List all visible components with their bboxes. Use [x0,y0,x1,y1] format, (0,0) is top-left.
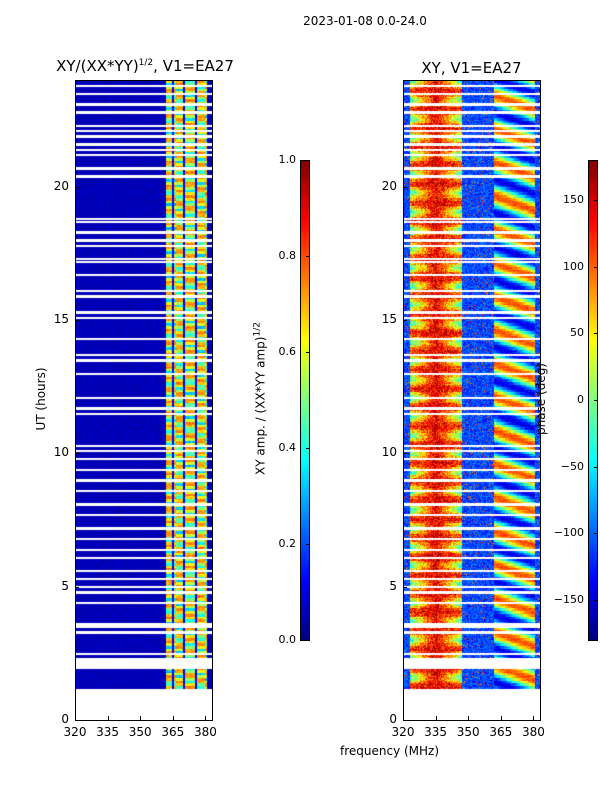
colorbar-tick-mark [594,333,598,335]
colorbar-tick-mark [594,266,598,268]
x-tick-label: 350 [456,725,480,739]
colorbar-tick-mark [594,533,598,535]
colorbar-tick-label: 100 [563,259,584,273]
colorbar-tick-label: 0.2 [278,537,297,550]
colorbar-tick-label: 0.6 [278,345,297,358]
x-tick-mark [500,716,502,720]
x-tick-label: 365 [489,725,513,739]
colorbar-tick-mark [306,352,310,353]
amplitude-panel-title: XY/(XX*YY)1/2, V1=EA27 [40,57,250,75]
y-tick-label: 10 [53,445,69,460]
x-tick-mark [205,716,207,720]
phase-heatmap [403,80,540,720]
colorbar-tick-mark [594,600,598,601]
colorbar-tick-mark [594,200,598,201]
y-tick-mark [403,320,407,321]
x-tick-label: 380 [194,725,217,739]
y-tick-label: 20 [381,178,397,193]
x-tick-label: 380 [522,725,545,739]
colorbar-tick-mark [306,544,310,545]
amplitude-colorbar [300,160,309,640]
x-tick-mark [533,716,535,720]
y-axis-label: UT (hours) [34,367,48,431]
amplitude-axes-frame [75,80,213,721]
amplitude-colorbar-frame [300,160,310,641]
x-tick-label: 320 [391,725,415,739]
x-tick-label: 350 [128,725,152,739]
colorbar-tick-mark [594,466,598,468]
colorbar-tick-label: 0.4 [278,441,297,454]
y-tick-label: 15 [381,312,397,326]
y-tick-label: 15 [53,312,69,326]
x-tick-mark [107,716,109,720]
title-sup: 1/2 [138,58,154,68]
amplitude-colorbar-label: XY amp. / (XX*YY amp)1/2 [253,299,268,499]
y-tick-mark [75,453,79,455]
y-tick-label: 0 [389,712,397,726]
y-tick-mark [403,720,407,721]
x-tick-label: 335 [96,725,120,739]
colorbar-tick-mark [306,448,310,449]
x-axis-label: frequency (MHz) [340,744,440,758]
y-tick-mark [403,453,407,455]
cb-label-sup: 1/2 [252,322,263,337]
colorbar-tick-label: −100 [553,526,584,540]
y-tick-label: 10 [381,445,397,460]
colorbar-tick-label: −50 [560,459,584,473]
x-tick-label: 320 [63,725,87,739]
x-tick-mark [75,716,76,720]
x-tick-mark [435,716,437,720]
figure-title: 2023-01-08 0.0-24.0 [303,14,427,28]
y-tick-mark [75,720,79,721]
colorbar-tick-label: 0.8 [278,249,297,262]
phase-colorbar-label: phase (deg) [534,363,548,436]
x-tick-mark [172,716,174,720]
colorbar-tick-label: −150 [553,593,584,606]
y-tick-mark [403,186,407,188]
colorbar-tick-label: 1.0 [278,153,297,166]
title-tail: , V1=EA27 [153,57,234,75]
y-tick-label: 5 [61,578,69,593]
colorbar-tick-mark [306,640,310,641]
y-tick-mark [75,186,79,188]
y-tick-mark [75,586,79,588]
y-tick-mark [403,586,407,588]
x-tick-mark [468,716,470,720]
x-tick-mark [140,716,142,720]
y-tick-label: 20 [53,178,69,193]
x-tick-label: 365 [161,725,185,739]
y-tick-label: 5 [389,578,397,593]
y-tick-mark [75,320,79,321]
title-main: XY/(XX*YY) [56,57,139,75]
colorbar-tick-label: 50 [570,326,584,340]
x-tick-mark [403,716,404,720]
colorbar-tick-mark [306,256,310,257]
x-tick-label: 335 [424,725,448,739]
colorbar-tick-label: 0 [577,393,584,406]
amplitude-heatmap [75,80,212,720]
colorbar-tick-label: 0.0 [278,633,297,646]
colorbar-tick-mark [594,400,598,401]
phase-colorbar [588,160,597,640]
colorbar-tick-mark [306,160,310,161]
phase-axes-frame [403,80,541,721]
y-tick-label: 0 [61,712,69,726]
phase-panel-title: XY, V1=EA27 [421,59,522,77]
colorbar-tick-label: 150 [563,193,584,206]
